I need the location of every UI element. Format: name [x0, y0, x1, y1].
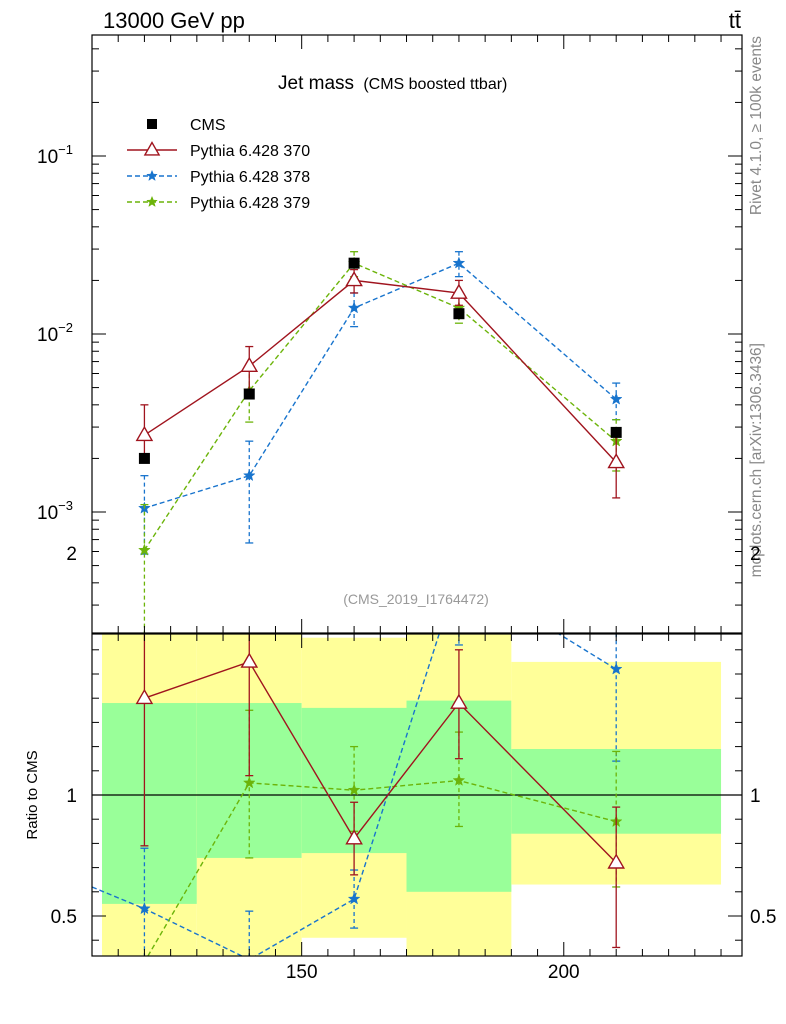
x-tick-label: 150 — [286, 962, 318, 983]
legend-label: Pythia 6.428 378 — [190, 169, 310, 186]
watermark: (CMS_2019_I1764472) — [343, 591, 489, 607]
triangle-marker — [607, 853, 626, 869]
triangle-marker — [240, 652, 259, 668]
ratio-y-label-left: 0.5 — [51, 907, 77, 928]
legend-marker — [147, 119, 157, 129]
source-label: mcplots.cern.ch [arXiv:1306.3436] — [748, 343, 765, 577]
ratio-series-pythia-6-428-370 — [135, 634, 626, 949]
ratio-y-label-left: 2 — [66, 544, 77, 565]
energy-label: 13000 GeV pp — [103, 8, 245, 33]
y-tick-label: 10−3 — [37, 498, 73, 524]
y-tick-label: 10−2 — [37, 320, 73, 346]
legend-label: CMS — [190, 117, 226, 134]
data-point — [453, 308, 465, 320]
green-band — [102, 703, 197, 904]
chart-title: Jet mass (CMS boosted ttbar) — [278, 73, 507, 94]
star-marker — [453, 566, 464, 577]
ratio-ylabel: Ratio to CMS — [24, 750, 41, 839]
x-tick-label: 200 — [548, 962, 580, 983]
data-point — [348, 257, 360, 269]
main-panel: 10−1 10−2 10−3 Jet mass (CMS boosted ttbar… — [37, 34, 743, 634]
ratio-panel: 2 1 0.5 2 1 0.5 150 200 Ratio to CMS — [24, 544, 776, 983]
star-marker — [138, 901, 151, 915]
series-pythia-6-428-379 — [138, 251, 623, 633]
series-line — [143, 262, 617, 551]
series-pythia-6-428-370 — [135, 268, 626, 499]
y-tick-label: 10−1 — [37, 142, 73, 168]
ratio-y-label-right: 0.5 — [750, 907, 776, 928]
legend-entry: CMS — [147, 117, 226, 134]
process-label: tt̄ — [729, 8, 741, 33]
chart-title-main: Jet mass — [278, 73, 354, 94]
star-marker — [144, 955, 145, 956]
triangle-marker — [240, 356, 259, 372]
triangle-marker — [450, 283, 468, 299]
data-point — [138, 452, 150, 464]
series-cms — [138, 257, 622, 464]
triangle-marker — [135, 425, 154, 442]
legend-entry: Pythia 6.428 378 — [127, 169, 310, 186]
star-marker — [146, 169, 158, 181]
triangle-marker — [345, 829, 363, 845]
star-marker — [242, 468, 256, 482]
data-point — [610, 426, 622, 438]
star-marker — [609, 392, 623, 405]
star-marker — [347, 301, 361, 314]
star-marker — [347, 892, 361, 905]
ratio-y-label-right: 2 — [750, 544, 761, 565]
ratio-y-label-right: 1 — [750, 786, 761, 807]
legend-label: Pythia 6.428 370 — [190, 143, 310, 160]
triangle-marker — [450, 693, 468, 709]
triangle-marker — [143, 141, 161, 156]
series-pythia-6-428-378 — [138, 251, 623, 555]
star-marker — [452, 773, 466, 786]
triangle-marker — [607, 452, 626, 469]
chart-subtitle: (CMS boosted ttbar) — [363, 76, 507, 93]
series-line — [144, 279, 617, 463]
legend: CMS Pythia 6.428 370 Pythia 6.428 378 Pythi… — [127, 117, 310, 212]
ratio-line — [92, 634, 617, 956]
star-marker — [347, 783, 361, 796]
data-point — [243, 388, 255, 400]
rivet-label: Rivet 4.1.0, ≥ 100k events — [748, 36, 765, 215]
legend-label: Pythia 6.428 379 — [190, 195, 310, 212]
star-marker — [609, 662, 623, 675]
star-marker — [138, 543, 151, 556]
star-marker — [242, 776, 256, 789]
star-marker — [452, 256, 466, 269]
triangle-marker — [135, 688, 154, 705]
ratio-y-label-left: 1 — [66, 786, 77, 807]
star-marker — [146, 195, 158, 207]
legend-entry: Pythia 6.428 379 — [127, 195, 310, 212]
triangle-marker — [345, 270, 363, 287]
legend-entry: Pythia 6.428 370 — [127, 141, 310, 160]
